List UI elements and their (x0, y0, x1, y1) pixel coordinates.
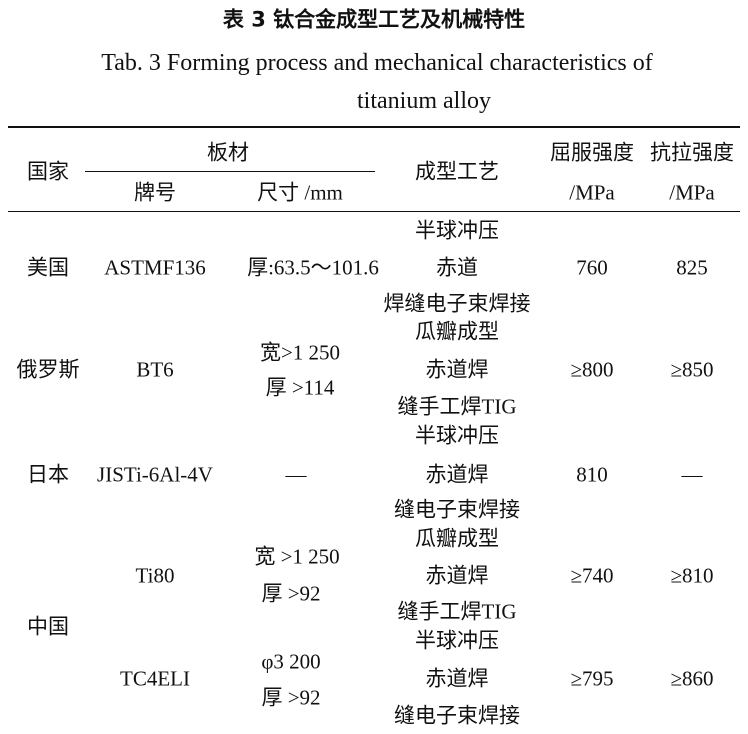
cell-process: 缝电子束焊接 (394, 703, 520, 728)
cell-tensile: ≥850 (670, 357, 714, 382)
header-tensile-unit: /MPa (669, 180, 715, 205)
cell-yield: 760 (576, 255, 608, 280)
header-plate: 板材 (207, 140, 249, 165)
cell-size: — (285, 462, 307, 487)
cell-process: 缝手工焊TIG (397, 599, 517, 624)
top-rule (8, 126, 740, 128)
cell-tensile: 825 (676, 255, 708, 280)
header-country: 国家 (27, 159, 69, 184)
cell-process: 赤道焊 (425, 462, 489, 487)
cell-process: 赤道焊 (425, 666, 489, 691)
cell-yield: ≥795 (570, 666, 614, 691)
plate-group-rule (85, 171, 375, 172)
cell-size: 厚 >114 (265, 375, 335, 400)
header-yield: 屈服强度 (550, 140, 634, 165)
cell-country: 中国 (27, 614, 69, 639)
cell-grade: BT6 (136, 357, 174, 382)
cell-process: 半球冲压 (415, 423, 499, 448)
cell-tensile: — (681, 462, 703, 487)
cell-grade: JISTi-6Al-4V (97, 462, 213, 487)
cell-size: 宽 >1 250 (254, 544, 340, 569)
cell-process: 焊缝电子束焊接 (383, 291, 531, 316)
cell-process: 瓜瓣成型 (415, 319, 499, 344)
cell-grade: TC4ELI (120, 666, 190, 691)
header-yield-unit: /MPa (569, 180, 615, 205)
cell-process: 缝手工焊TIG (397, 394, 517, 419)
cell-process: 缝电子束焊接 (394, 497, 520, 522)
cell-size: 宽>1 250 (259, 340, 341, 365)
cell-tensile: ≥860 (670, 666, 714, 691)
cell-country: 美国 (27, 255, 69, 280)
cell-size: 厚 >92 (261, 581, 321, 606)
header-grade: 牌号 (134, 180, 176, 205)
header-process: 成型工艺 (415, 159, 499, 184)
caption-cn: 表 3 钛合金成型工艺及机械特性 (222, 7, 526, 32)
cell-size: 厚 >92 (261, 685, 321, 710)
cell-country: 俄罗斯 (16, 357, 80, 382)
cell-yield: ≥800 (570, 357, 614, 382)
cell-process: 赤道 (436, 255, 478, 280)
cell-tensile: ≥810 (670, 563, 714, 588)
cell-size: φ3 200 (261, 649, 321, 674)
header-tensile: 抗拉强度 (650, 140, 734, 165)
cell-size: 厚:63.5～101.6 (247, 255, 379, 280)
cell-process: 半球冲压 (415, 218, 499, 243)
cell-process: 赤道焊 (425, 563, 489, 588)
header-size: 尺寸 /mm (257, 180, 343, 205)
cell-yield: 810 (576, 462, 608, 487)
caption-en-line1: Tab. 3 Forming process and mechanical ch… (101, 50, 653, 76)
cell-process: 瓜瓣成型 (415, 526, 499, 551)
header-rule (8, 211, 740, 212)
cell-process: 半球冲压 (415, 628, 499, 653)
cell-yield: ≥740 (570, 563, 614, 588)
cell-grade: Ti80 (135, 563, 175, 588)
cell-grade: ASTMF136 (104, 255, 206, 280)
caption-en-line2: titanium alloy (357, 88, 491, 114)
cell-country: 日本 (27, 462, 69, 487)
cell-process: 赤道焊 (425, 357, 489, 382)
